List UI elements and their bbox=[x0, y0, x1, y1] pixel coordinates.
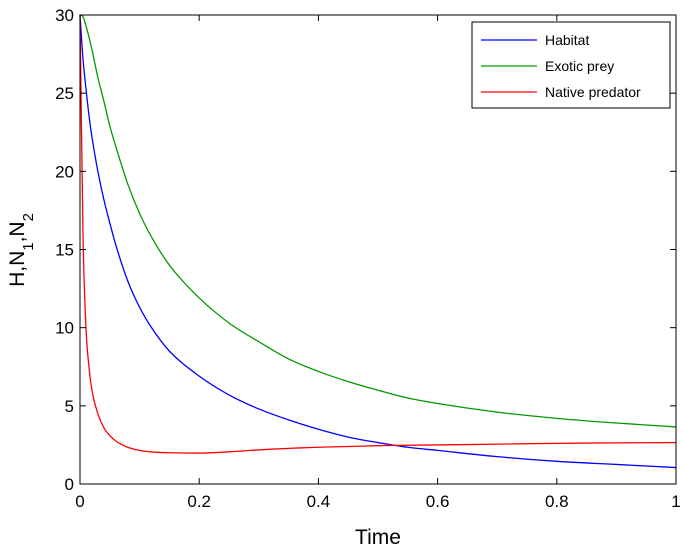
x-tick-label: 0.2 bbox=[187, 492, 211, 511]
series-line-2 bbox=[79, 14, 677, 428]
y-tick-label: 10 bbox=[55, 319, 74, 338]
legend: Habitat Exotic prey Native predator bbox=[471, 21, 671, 109]
y-tick-label: 15 bbox=[55, 241, 74, 260]
legend-label-1: Habitat bbox=[545, 32, 589, 48]
legend-box bbox=[471, 21, 671, 109]
x-tick-label: 0 bbox=[75, 492, 84, 511]
y-tick-label: 20 bbox=[55, 162, 74, 181]
y-tick-label: 0 bbox=[65, 475, 74, 494]
legend-label-3: Native predator bbox=[545, 84, 641, 100]
series-line-1 bbox=[79, 14, 677, 469]
x-tick-label: 0.4 bbox=[307, 492, 331, 511]
series-layer bbox=[79, 14, 677, 469]
y-tick-label: 30 bbox=[55, 6, 74, 25]
y-axis-label: H,N1,N2 bbox=[6, 213, 37, 287]
legend-label-2: Exotic prey bbox=[545, 58, 614, 74]
x-tick-label: 0.6 bbox=[426, 492, 450, 511]
y-tick-label: 25 bbox=[55, 84, 74, 103]
x-tick-label: 0.8 bbox=[545, 492, 569, 511]
y-tick-label: 5 bbox=[65, 397, 74, 416]
series-line-3 bbox=[79, 14, 677, 454]
x-axis-label: Time bbox=[355, 526, 401, 549]
x-tick-label: 1 bbox=[671, 492, 680, 511]
